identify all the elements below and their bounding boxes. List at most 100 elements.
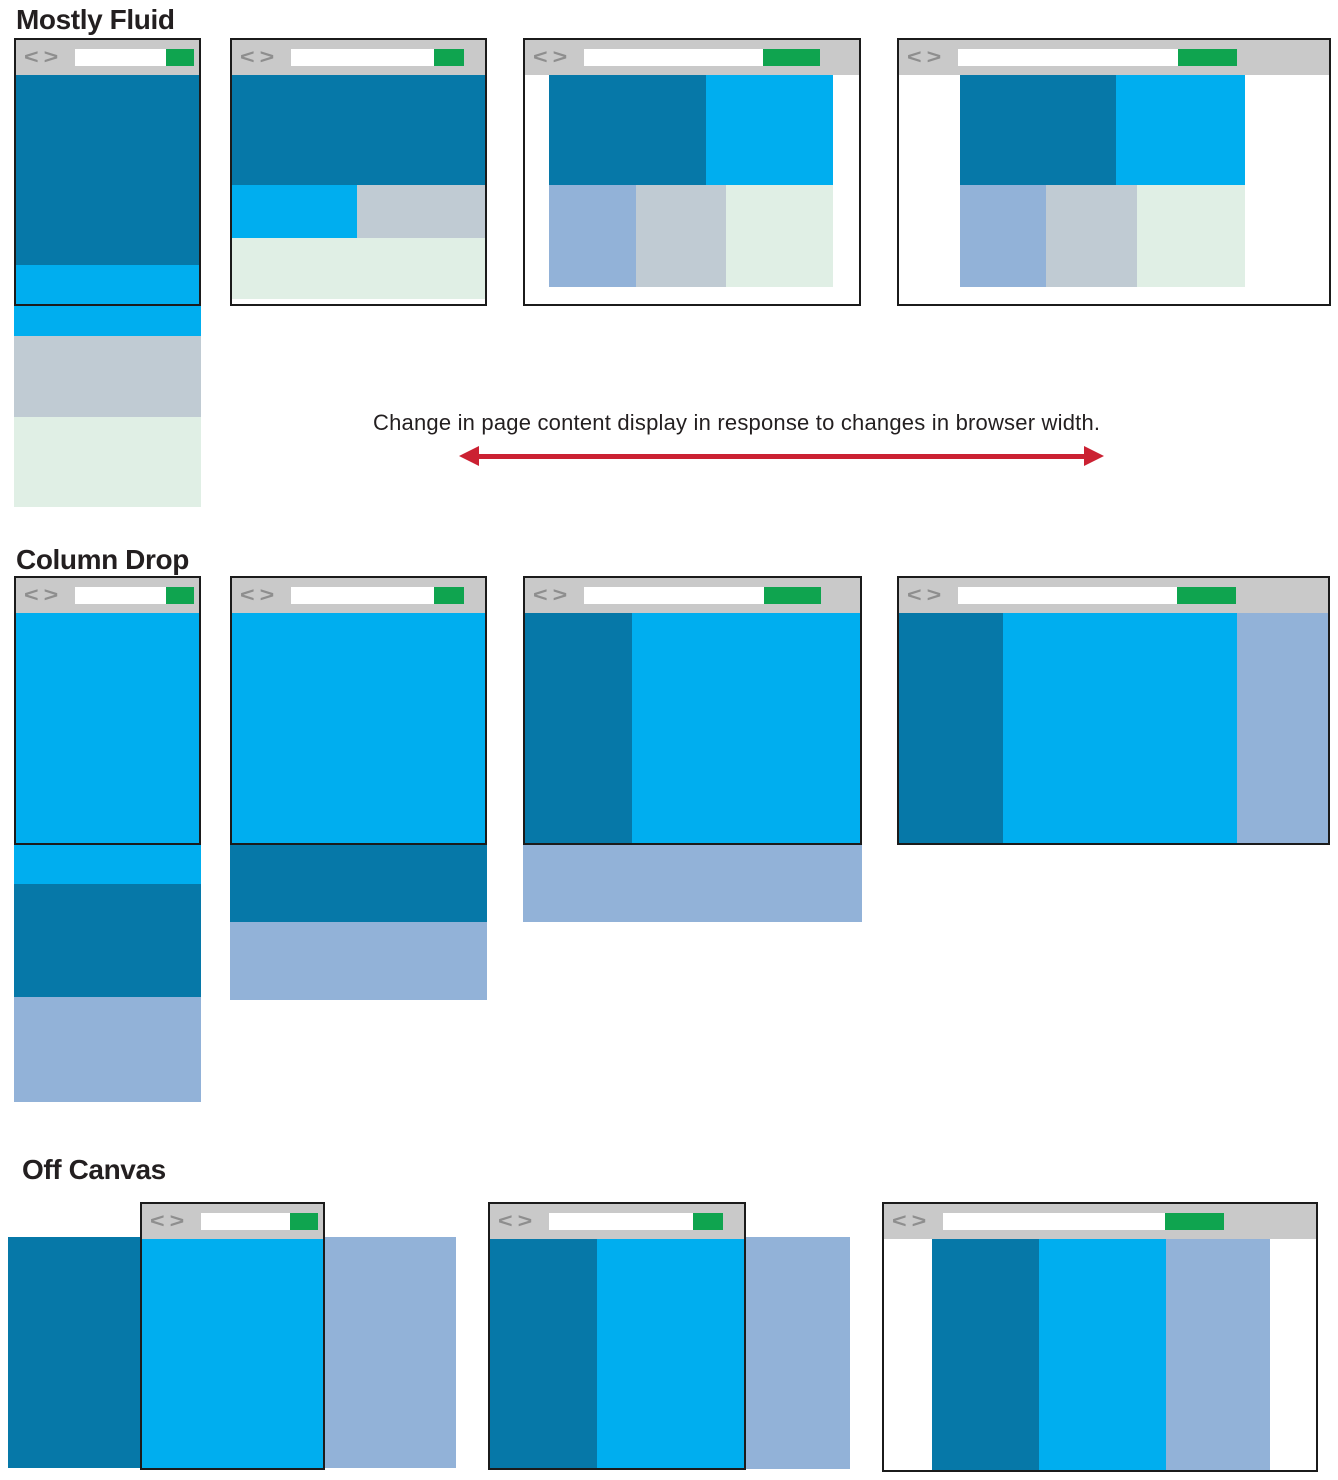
browser-chrome-bar: < >: [16, 40, 199, 75]
back-icon: <: [498, 1209, 513, 1233]
overflow-block-steel-blue: [230, 922, 487, 1000]
offcanvas-panel-steel-blue-right: [746, 1237, 850, 1469]
browser-viewport: [232, 75, 485, 304]
block-cyan: [16, 265, 199, 304]
section-title-off-canvas: Off Canvas: [22, 1154, 166, 1185]
overflow-block-pale-green: [14, 417, 201, 507]
go-button: [434, 587, 464, 604]
address-bar: [75, 49, 194, 66]
back-icon: <: [533, 45, 548, 69]
overflow-block-dark-blue: [14, 884, 201, 997]
block-dark-blue: [549, 75, 706, 185]
arrow-shaft: [472, 454, 1091, 459]
go-button: [1178, 49, 1237, 66]
back-icon: <: [907, 45, 922, 69]
address-bar: [943, 1213, 1224, 1230]
address-bar: [201, 1213, 318, 1230]
address-bar: [958, 49, 1237, 66]
browser-viewport: [232, 613, 485, 843]
go-button: [290, 1213, 318, 1230]
annotation-text: Change in page content display in respon…: [373, 410, 1101, 435]
block-cyan: [232, 613, 485, 843]
browser-mockup-off-canvas-tablet: < >: [488, 1202, 746, 1470]
go-button: [166, 587, 194, 604]
block-pale-green: [726, 185, 833, 287]
address-bar: [549, 1213, 723, 1230]
overflow-block-steel-blue: [523, 845, 862, 922]
block-dark-blue: [960, 75, 1116, 185]
overflow-block-cyan: [14, 306, 201, 336]
block-steel-blue: [549, 185, 636, 287]
block-cyan: [706, 75, 833, 185]
browser-chrome-bar: < >: [525, 578, 860, 613]
browser-viewport: [899, 613, 1328, 843]
browser-viewport: [525, 613, 860, 843]
block-cyan: [16, 613, 199, 843]
browser-mockup-mostly-fluid-wide: < >: [897, 38, 1331, 306]
browser-mockup-column-drop-tablet: < >: [230, 576, 487, 845]
back-icon: <: [24, 45, 39, 69]
browser-chrome-bar: < >: [232, 40, 485, 75]
browser-chrome-bar: < >: [232, 578, 485, 613]
address-bar: [584, 587, 821, 604]
browser-chrome-bar: < >: [490, 1204, 744, 1239]
arrow-head-left-icon: [459, 446, 479, 466]
overflow-block-gray: [14, 336, 201, 417]
address-bar: [584, 49, 820, 66]
block-cyan: [1116, 75, 1245, 185]
browser-chrome-bar: < >: [899, 578, 1328, 613]
block-gray: [357, 185, 485, 238]
address-bar: [75, 587, 194, 604]
block-cyan: [597, 1239, 744, 1468]
block-dark-blue: [899, 613, 1003, 843]
browser-mockup-off-canvas-phone: < >: [140, 1202, 325, 1470]
block-cyan: [632, 613, 860, 843]
browser-mockup-column-drop-wide: < >: [897, 576, 1330, 845]
browser-mockup-mostly-fluid-phone: < >: [14, 38, 201, 306]
browser-chrome-bar: < >: [884, 1204, 1316, 1239]
overflow-block-cyan: [14, 845, 201, 884]
back-icon: <: [24, 583, 39, 607]
back-icon: <: [150, 1209, 165, 1233]
forward-icon: >: [552, 45, 568, 69]
forward-icon: >: [552, 583, 568, 607]
browser-mockup-column-drop-phone: < >: [14, 576, 201, 845]
go-button: [1165, 1213, 1224, 1230]
back-icon: <: [240, 45, 255, 69]
forward-icon: >: [43, 45, 59, 69]
go-button: [764, 587, 821, 604]
go-button: [166, 49, 194, 66]
overflow-block-steel-blue: [14, 997, 201, 1102]
block-cyan: [1003, 613, 1237, 843]
block-dark-blue: [232, 75, 485, 185]
browser-mockup-mostly-fluid-desktop: < >: [523, 38, 861, 306]
overflow-block-dark-blue: [230, 845, 487, 922]
block-steel-blue: [1166, 1239, 1270, 1470]
offcanvas-panel-steel-blue-right: [325, 1237, 456, 1468]
block-steel-blue: [1237, 613, 1328, 843]
section-title-mostly-fluid: Mostly Fluid: [16, 4, 175, 35]
block-cyan: [232, 185, 358, 238]
block-dark-blue: [525, 613, 632, 843]
forward-icon: >: [517, 1209, 533, 1233]
browser-chrome-bar: < >: [16, 578, 199, 613]
section-title-column-drop: Column Drop: [16, 544, 189, 575]
block-dark-blue: [932, 1239, 1039, 1470]
back-icon: <: [907, 583, 922, 607]
browser-viewport: [16, 75, 199, 304]
browser-mockup-off-canvas-wide: < >: [882, 1202, 1318, 1472]
browser-viewport: [884, 1239, 1316, 1470]
block-gray: [1046, 185, 1137, 287]
forward-icon: >: [43, 583, 59, 607]
browser-width-arrow: [459, 446, 1104, 466]
block-steel-blue: [960, 185, 1046, 287]
arrow-head-right-icon: [1084, 446, 1104, 466]
browser-chrome-bar: < >: [899, 40, 1329, 75]
browser-chrome-bar: < >: [142, 1204, 323, 1239]
block-dark-blue: [16, 75, 199, 265]
address-bar: [291, 587, 464, 604]
go-button: [1177, 587, 1236, 604]
browser-viewport: [525, 75, 859, 304]
go-button: [693, 1213, 723, 1230]
